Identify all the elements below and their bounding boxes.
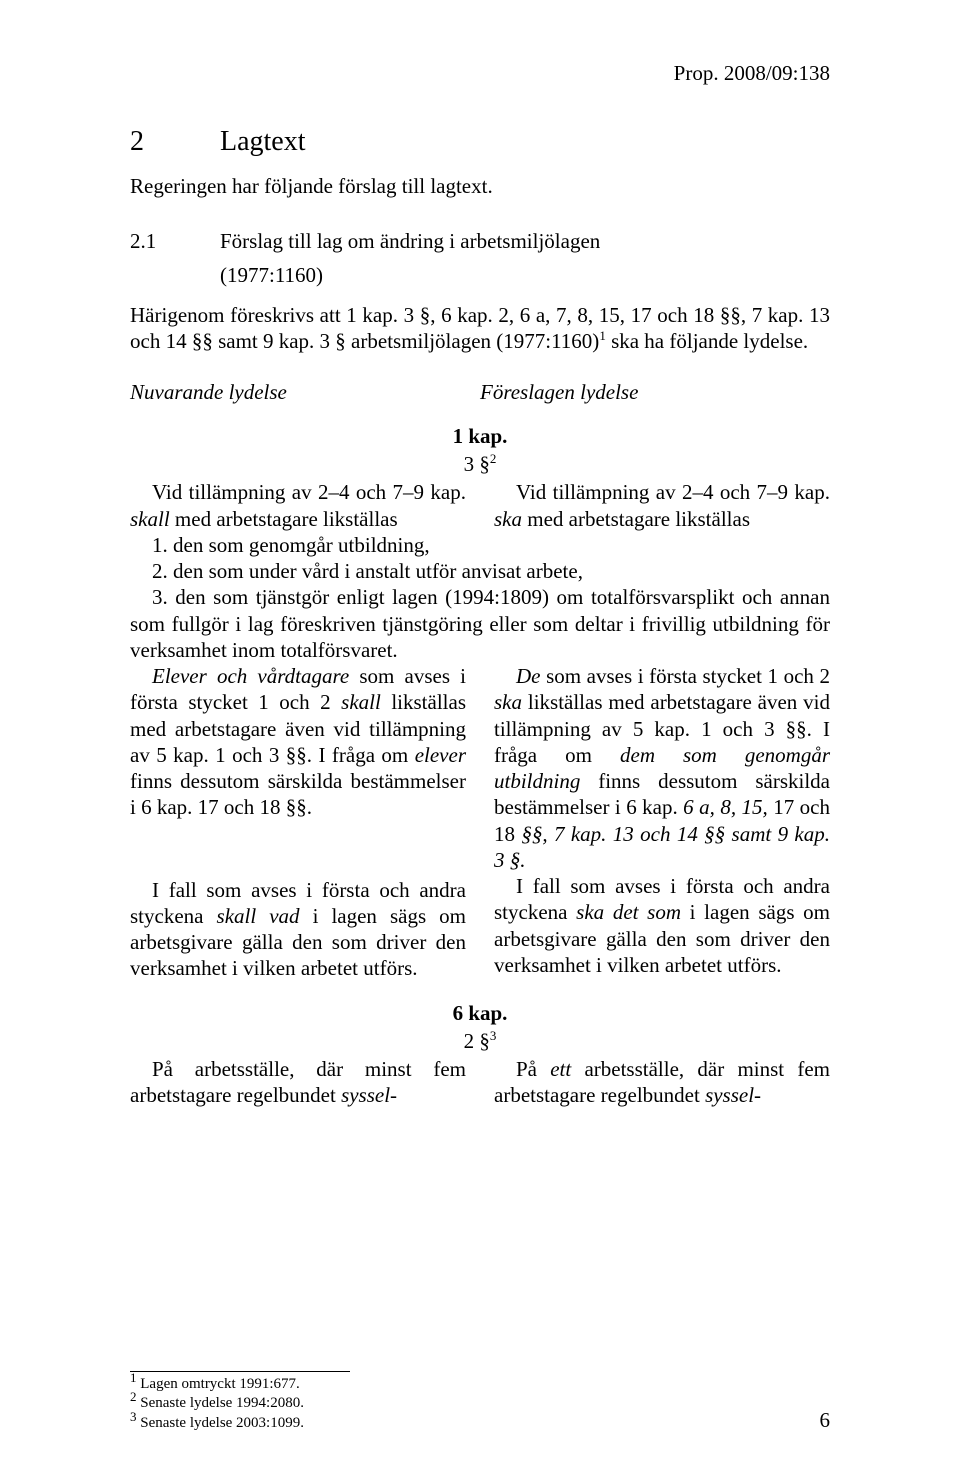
preamble: Härigenom föreskrivs att 1 kap. 3 §, 6 k… xyxy=(130,302,830,355)
text-italic: ett xyxy=(550,1057,571,1081)
colhead-left: Nuvarande lydelse xyxy=(130,379,480,405)
text: 2. den som under vård i anstalt utför an… xyxy=(130,558,830,584)
block1-columns: Vid tillämpning av 2–4 och 7–9 kap. skal… xyxy=(130,479,830,558)
footnote-2: 2 Senaste lydelse 1994:2080. xyxy=(130,1394,730,1414)
block3-right: På ett arbetsställe, där minst fem arbet… xyxy=(494,1056,830,1109)
chapter-1-para: 3 §2 xyxy=(130,451,830,477)
text: Vid tillämpning av 2–4 och 7–9 kap. xyxy=(516,480,830,504)
text: finns dessutom särskilda bestämmelser i … xyxy=(130,769,466,819)
text-italic: ska xyxy=(494,507,522,531)
chapter-1-title: 1 kap. xyxy=(130,423,830,449)
subsection-title-line1: Förslag till lag om ändring i arbetsmilj… xyxy=(220,228,600,254)
column-headings: Nuvarande lydelse Föreslagen lydelse xyxy=(130,379,830,405)
subsection-title-line2: (1977:1160) xyxy=(220,262,830,288)
text-italic: skall vad xyxy=(217,904,300,928)
intro-text: Regeringen har följande förslag till lag… xyxy=(130,173,830,199)
footnote-text: Senaste lydelse 2003:1099. xyxy=(137,1415,304,1431)
block3-columns: På arbetsställe, där minst fem arbetstag… xyxy=(130,1056,830,1109)
para-footnote-ref: 3 xyxy=(490,1028,497,1043)
text-italic: 6 a, 8, 15, xyxy=(683,795,768,819)
block1-left: Vid tillämpning av 2–4 och 7–9 kap. skal… xyxy=(130,479,466,558)
footnote-text: Lagen omtryckt 1991:677. xyxy=(137,1376,300,1392)
chapter-6-para: 2 §3 xyxy=(130,1028,830,1054)
text: På xyxy=(516,1057,550,1081)
block3-left: På arbetsställe, där minst fem arbetstag… xyxy=(130,1056,466,1109)
section-number: 2 xyxy=(130,124,220,159)
text-italic: elever xyxy=(415,743,466,767)
text-italic: Elever och vårdtagare xyxy=(152,664,349,688)
block2-columns: Elever och vårdtagare som avses i första… xyxy=(130,663,830,982)
page-number: 6 xyxy=(820,1407,831,1433)
footnote-3: 3 Senaste lydelse 2003:1099. xyxy=(130,1414,730,1434)
footnote-1: 1 Lagen omtryckt 1991:677. xyxy=(130,1375,730,1395)
block2-right: De som avses i första stycket 1 och 2 sk… xyxy=(494,663,830,982)
para-label: 2 § xyxy=(464,1029,490,1053)
block1-right: Vid tillämpning av 2–4 och 7–9 kap. ska … xyxy=(494,479,830,558)
preamble-tail: ska ha följande lydelse. xyxy=(606,329,808,353)
chapter-6-title: 6 kap. xyxy=(130,1000,830,1026)
text: 1. den som genomgår utbildning, xyxy=(130,532,466,558)
text-italic: skall xyxy=(130,507,170,531)
footnotes: 1 Lagen omtryckt 1991:677. 2 Senaste lyd… xyxy=(130,1371,350,1434)
section-heading: 2 Lagtext xyxy=(130,124,830,159)
subsection-heading: 2.1 Förslag till lag om ändring i arbets… xyxy=(130,228,830,254)
text: På arbetsställe, där minst fem arbetstag… xyxy=(130,1057,466,1107)
text-italic: De xyxy=(516,664,541,688)
text-italic: ska xyxy=(494,690,522,714)
footnote-text: Senaste lydelse 1994:2080. xyxy=(137,1395,304,1411)
shared-block: 2. den som under vård i anstalt utför an… xyxy=(130,558,830,663)
block2-left: Elever och vårdtagare som avses i första… xyxy=(130,663,466,982)
colhead-right: Föreslagen lydelse xyxy=(480,379,830,405)
text-italic: syssel- xyxy=(705,1083,761,1107)
section-title: Lagtext xyxy=(220,124,306,159)
text: Vid tillämpning av 2–4 och 7–9 kap. xyxy=(152,480,466,504)
text-italic: skall xyxy=(341,690,381,714)
text: 3. den som tjänstgör enligt lagen (1994:… xyxy=(130,584,830,663)
text: som avses i första stycket 1 och 2 xyxy=(541,664,831,688)
text: med arbetstagare likställas xyxy=(170,507,398,531)
text: med arbetstagare likställas xyxy=(522,507,750,531)
para-footnote-ref: 2 xyxy=(490,451,497,466)
text-italic: syssel- xyxy=(341,1083,397,1107)
para-label: 3 § xyxy=(464,452,490,476)
text-italic: §§, 7 kap. 13 och 14 §§ samt 9 kap. 3 §. xyxy=(494,822,830,872)
subsection-number: 2.1 xyxy=(130,228,220,254)
header-prop: Prop. 2008/09:138 xyxy=(130,60,830,86)
text-italic: ska det som xyxy=(576,900,681,924)
